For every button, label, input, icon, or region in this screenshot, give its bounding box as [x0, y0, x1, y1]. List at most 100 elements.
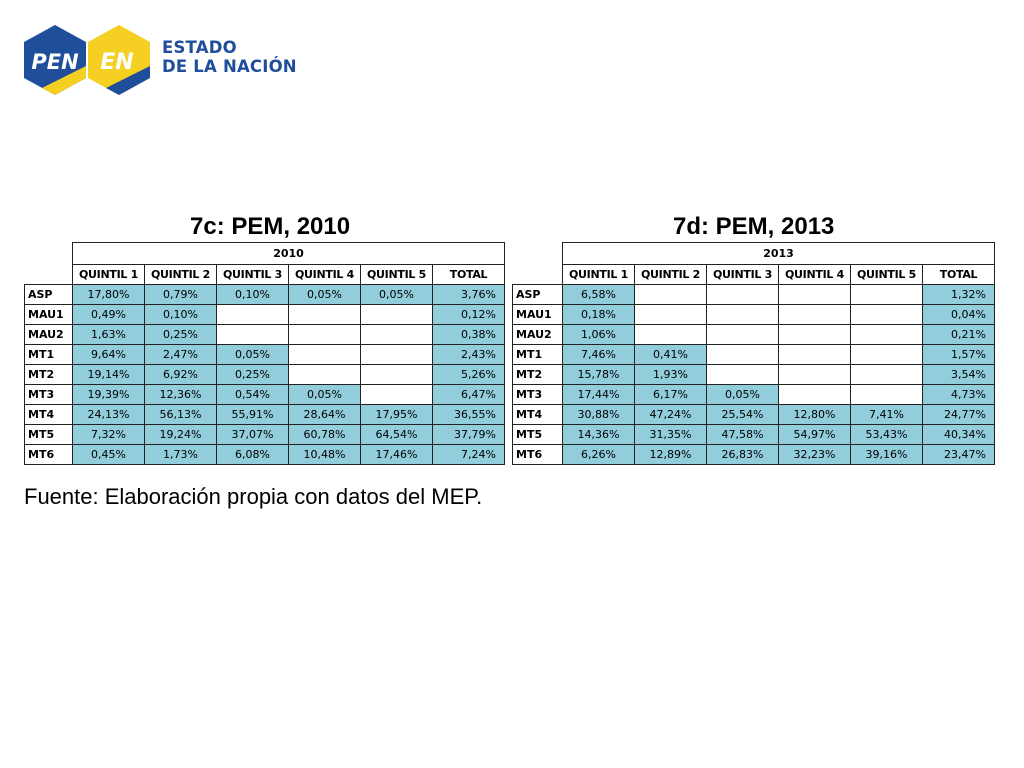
table-row: MAU2 1,63% 0,25% 0,38% — [24, 324, 505, 345]
table-cell: 0,45% — [72, 444, 145, 465]
column-header: QUINTIL 2 — [634, 264, 707, 285]
table-row: MT1 7,46% 0,41% 1,57% — [512, 344, 995, 365]
table-cell: 24,13% — [72, 404, 145, 425]
table-cell — [778, 344, 851, 365]
column-header: QUINTIL 3 — [706, 264, 779, 285]
logo-line-2: DE LA NACIÓN — [162, 57, 297, 76]
column-header: QUINTIL 1 — [72, 264, 145, 285]
table-cell — [288, 364, 361, 385]
column-header: QUINTIL 1 — [562, 264, 635, 285]
table-cell — [778, 324, 851, 345]
table-cell: 0,49% — [72, 304, 145, 325]
estado-de-la-nacion-logo: PEN EN ESTADO DE LA NACIÓN — [22, 24, 312, 96]
source-note: Fuente: Elaboración propia con datos del… — [24, 484, 483, 509]
table-cell — [360, 344, 433, 365]
table-cell: 0,21% — [922, 324, 995, 345]
corner-cell — [24, 242, 73, 265]
table-cell — [634, 304, 707, 325]
table-pem-2010: 2010 QUINTIL 1 QUINTIL 2 QUINTIL 3 QUINTIL 4… — [24, 242, 505, 465]
row-label: MT5 — [512, 424, 563, 445]
table-cell: 10,48% — [288, 444, 361, 465]
row-label: MAU2 — [512, 324, 563, 345]
row-label: MAU1 — [24, 304, 73, 325]
table-row: MT3 17,44% 6,17% 0,05% 4,73% — [512, 384, 995, 405]
table-row: MT1 9,64% 2,47% 0,05% 2,43% — [24, 344, 505, 365]
table-cell — [706, 284, 779, 305]
row-label: MT4 — [512, 404, 563, 425]
row-label: MT3 — [24, 384, 73, 405]
table-cell: 1,63% — [72, 324, 145, 345]
table-cell: 9,64% — [72, 344, 145, 365]
table-cell: 0,25% — [216, 364, 289, 385]
corner-cell — [512, 242, 563, 265]
table-cell: 32,23% — [778, 444, 851, 465]
table-cell: 1,32% — [922, 284, 995, 305]
table-row: MT6 6,26% 12,89% 26,83% 32,23% 39,16% 23,47% — [512, 444, 995, 465]
table-cell: 37,79% — [432, 424, 505, 445]
table-cell: 0,79% — [144, 284, 217, 305]
table-cell: 2,43% — [432, 344, 505, 365]
table-cell: 15,78% — [562, 364, 635, 385]
column-header: QUINTIL 3 — [216, 264, 289, 285]
table-cell: 3,76% — [432, 284, 505, 305]
table-cell — [360, 364, 433, 385]
row-label: MT2 — [512, 364, 563, 385]
table-row: MT4 30,88% 47,24% 25,54% 12,80% 7,41% 24,77% — [512, 404, 995, 425]
table-cell — [850, 324, 923, 345]
row-label: ASP — [512, 284, 563, 305]
table-cell: 25,54% — [706, 404, 779, 425]
column-header: QUINTIL 4 — [778, 264, 851, 285]
table-cell: 55,91% — [216, 404, 289, 425]
table-row: MT5 14,36% 31,35% 47,58% 54,97% 53,43% 40,34% — [512, 424, 995, 445]
row-label: MT3 — [512, 384, 563, 405]
table-cell: 37,07% — [216, 424, 289, 445]
table-cell — [216, 324, 289, 345]
table-cell: 24,77% — [922, 404, 995, 425]
table-cell: 6,08% — [216, 444, 289, 465]
table-cell: 12,80% — [778, 404, 851, 425]
table-cell: 7,32% — [72, 424, 145, 445]
table-cell — [360, 304, 433, 325]
pen-logo-text: PEN — [31, 50, 79, 74]
row-label: MT4 — [24, 404, 73, 425]
table-title-2010: 7c: PEM, 2010 — [190, 213, 351, 240]
column-header: QUINTIL 5 — [360, 264, 433, 285]
table-row: ASP 17,80% 0,79% 0,10% 0,05% 0,05% 3,76% — [24, 284, 505, 305]
table-cell: 17,46% — [360, 444, 433, 465]
table-cell: 64,54% — [360, 424, 433, 445]
table-cell: 0,05% — [360, 284, 433, 305]
table-row: MT3 19,39% 12,36% 0,54% 0,05% 6,47% — [24, 384, 505, 405]
table-cell: 7,41% — [850, 404, 923, 425]
table-cell: 1,57% — [922, 344, 995, 365]
table-cell: 4,73% — [922, 384, 995, 405]
table-cell — [360, 324, 433, 345]
table-cell — [288, 304, 361, 325]
column-header: QUINTIL 5 — [850, 264, 923, 285]
table-row: MT4 24,13% 56,13% 55,91% 28,64% 17,95% 36,55% — [24, 404, 505, 425]
table-cell — [778, 284, 851, 305]
column-header-row: QUINTIL 1 QUINTIL 2 QUINTIL 3 QUINTIL 4 QUIN… — [24, 264, 505, 285]
table-cell — [778, 364, 851, 385]
table-cell: 6,47% — [432, 384, 505, 405]
table-cell — [288, 324, 361, 345]
en-hexagon-logo: EN — [88, 25, 150, 95]
table-cell — [706, 304, 779, 325]
table-cell: 14,36% — [562, 424, 635, 445]
column-header: TOTAL — [922, 264, 995, 285]
table-cell — [216, 304, 289, 325]
corner-cell — [512, 264, 563, 285]
table-cell: 0,12% — [432, 304, 505, 325]
table-cell — [778, 304, 851, 325]
table-cell — [850, 384, 923, 405]
year-header: 2013 — [562, 242, 995, 265]
table-cell: 19,14% — [72, 364, 145, 385]
row-label: MT2 — [24, 364, 73, 385]
row-label: MT1 — [512, 344, 563, 365]
column-header: QUINTIL 4 — [288, 264, 361, 285]
table-cell — [850, 304, 923, 325]
table-cell: 17,95% — [360, 404, 433, 425]
en-logo-text: EN — [100, 50, 133, 75]
table-cell: 0,10% — [144, 304, 217, 325]
table-cell: 30,88% — [562, 404, 635, 425]
table-cell: 0,05% — [706, 384, 779, 405]
